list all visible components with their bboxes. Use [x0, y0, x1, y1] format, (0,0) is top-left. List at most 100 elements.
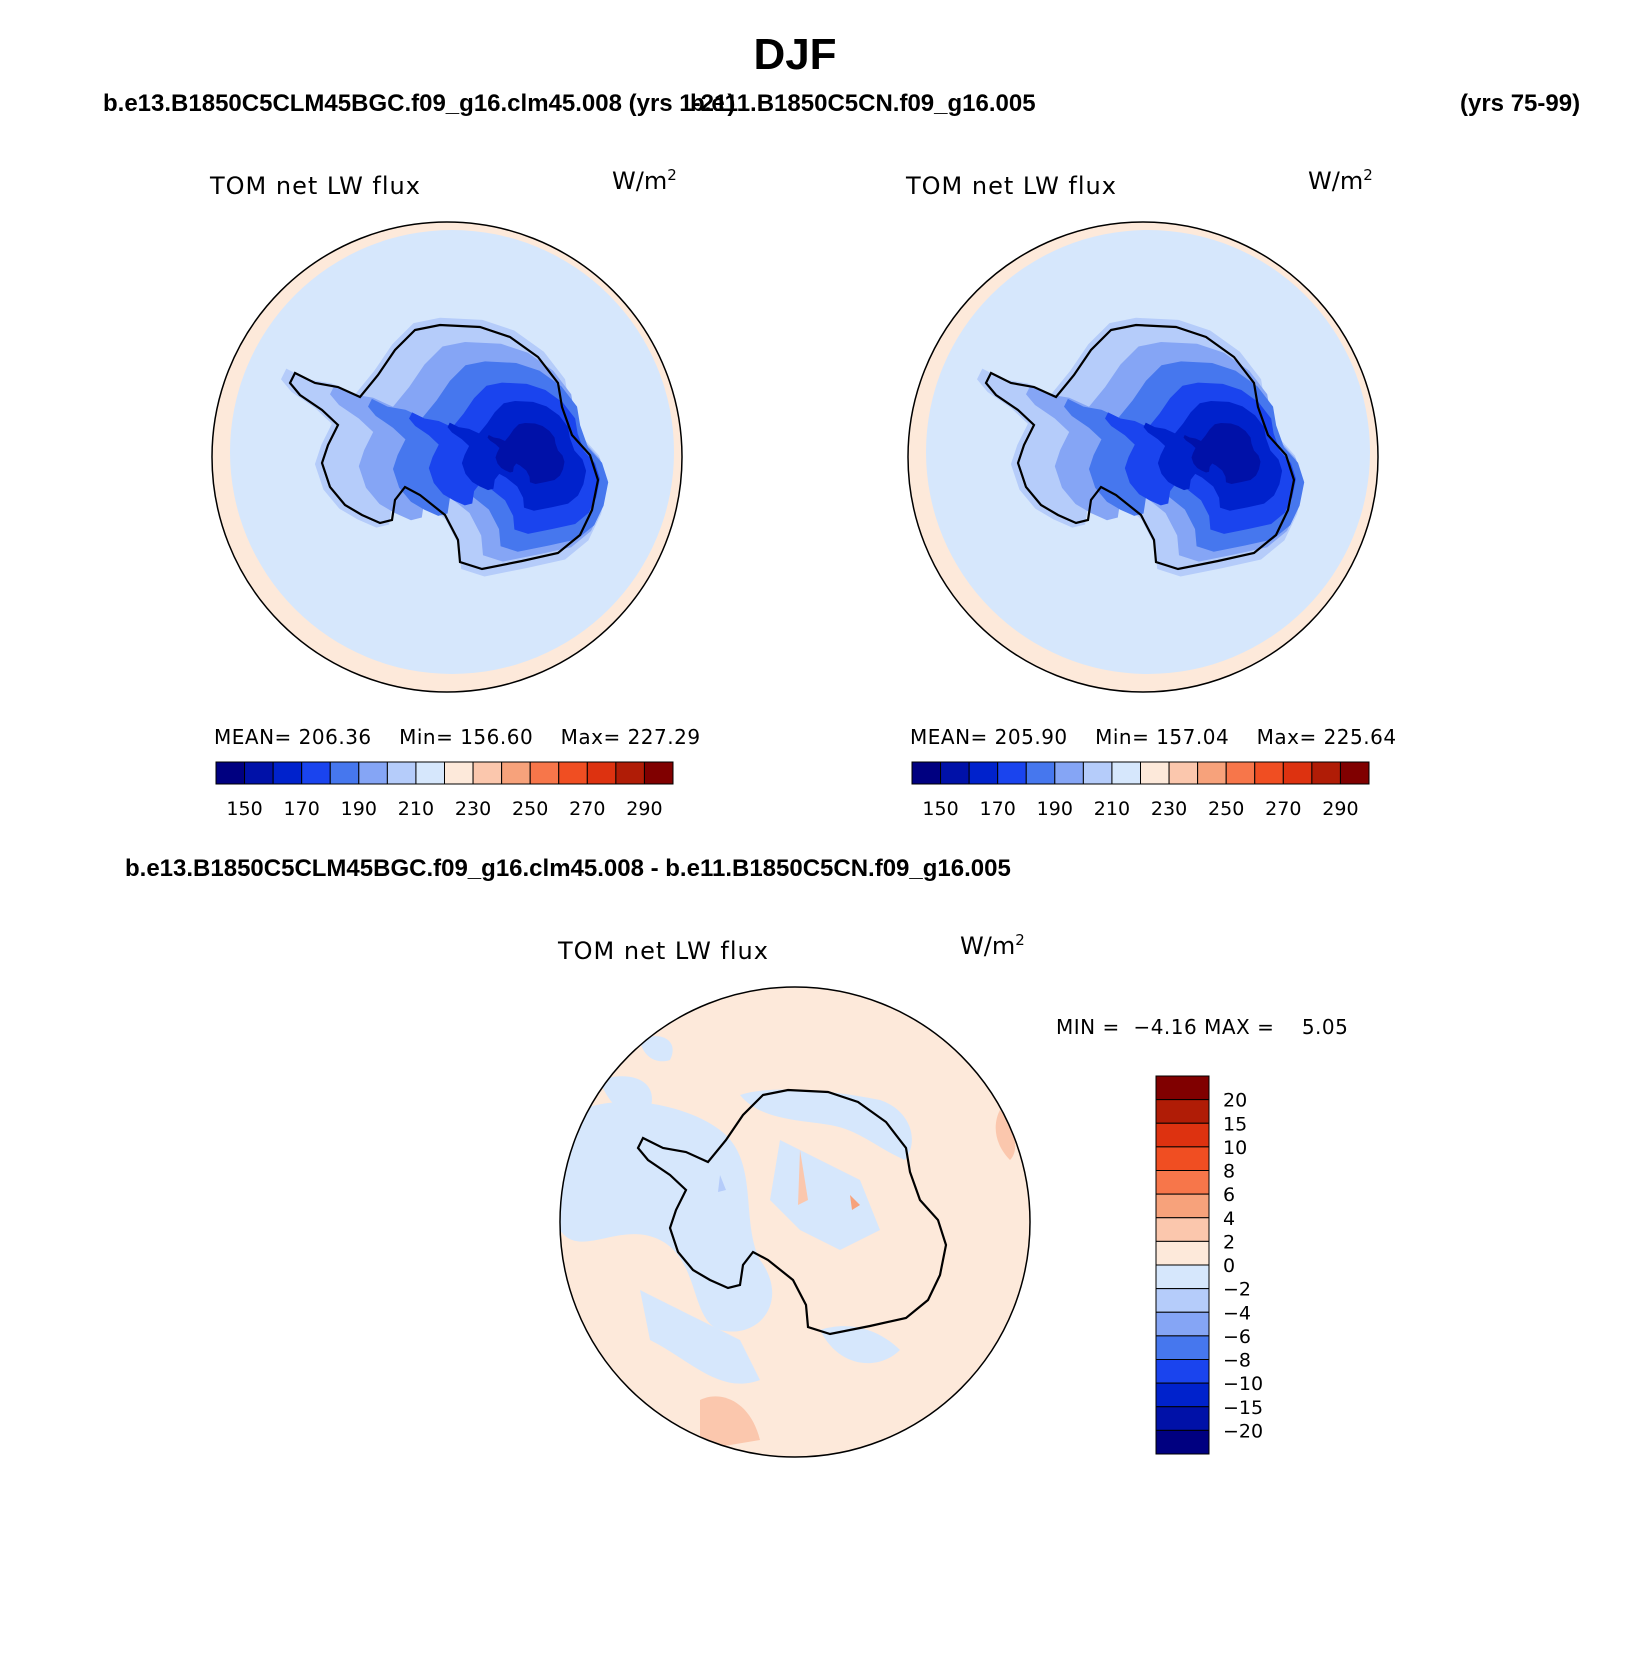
colorbar-tick-label: −8	[1223, 1350, 1251, 1372]
colorbar-tick-label: −15	[1223, 1397, 1263, 1419]
left-case-subtitle: b.e13.B1850C5CLM45BGC.f09_g16.clm45.008 …	[103, 90, 736, 117]
map-right	[907, 221, 1379, 693]
right-years-subtitle: (yrs 75-99)	[1460, 90, 1581, 117]
colorbar-swatch	[1155, 1217, 1210, 1242]
colorbar-tick-label: 230	[455, 798, 491, 820]
colorbar-swatch	[1155, 1193, 1210, 1219]
min-value: 157.04	[1156, 725, 1230, 749]
colorbar-tick-label: 2	[1223, 1231, 1235, 1253]
colorbar-right: 150 170 190 210 230 250 270 290	[911, 761, 1370, 820]
colorbar-swatch	[1155, 1406, 1210, 1431]
right-case-subtitle: b.e11.B1850C5CN.f09_g16.005	[690, 90, 1036, 117]
colorbar-swatch	[1155, 1382, 1210, 1408]
colorbar-swatch	[301, 761, 331, 785]
colorbar-swatch	[272, 761, 303, 785]
colorbar-swatch	[1282, 761, 1313, 785]
colorbar-tick-label: 8	[1223, 1161, 1235, 1183]
colorbar-tick-label: −20	[1223, 1420, 1263, 1442]
colorbar-swatch	[1155, 1335, 1210, 1360]
colorbar-tick-label: 6	[1223, 1184, 1235, 1206]
colorbar-tick-label: 210	[1094, 798, 1130, 820]
colorbar-swatch	[1155, 1122, 1210, 1148]
colorbar-left: 150 170 190 210 230 250 270 290	[215, 761, 674, 820]
colorbar-tick-label: 190	[341, 798, 377, 820]
colorbar-tick-label: 230	[1151, 798, 1187, 820]
colorbar-swatch	[215, 761, 246, 785]
colorbar-swatch	[1155, 1311, 1210, 1337]
colorbar-swatch	[386, 761, 417, 785]
colorbar-tick-label: 270	[1265, 798, 1301, 820]
colorbar-swatch	[1155, 1264, 1210, 1290]
colorbar-tick-label: −10	[1223, 1373, 1263, 1395]
colorbar-swatch	[1111, 761, 1141, 785]
colorbar-tick-label: 190	[1037, 798, 1073, 820]
colorbar-swatch	[444, 761, 474, 785]
colorbar-swatch	[1082, 761, 1113, 785]
colorbar-tick-label: −4	[1223, 1302, 1251, 1324]
colorbar-swatch	[1254, 761, 1284, 785]
colorbar-swatch	[558, 761, 588, 785]
panel-left-units: W/m2	[612, 166, 677, 195]
colorbar-tick-label: −6	[1223, 1326, 1251, 1348]
colorbar-swatch	[501, 761, 531, 785]
panel-left-stats: MEAN= 206.36 Min= 156.60 Max= 227.29	[214, 725, 701, 749]
colorbar-tick-label: 250	[1208, 798, 1244, 820]
colorbar-swatch	[1155, 1099, 1210, 1124]
panel-diff-variable: TOM net LW flux	[558, 937, 769, 965]
colorbar-swatch	[1197, 761, 1227, 785]
mean-value: 206.36	[298, 725, 372, 749]
colorbar-tick-label: 170	[284, 798, 320, 820]
map-left	[211, 221, 683, 693]
colorbar-swatch	[329, 761, 360, 785]
colorbar-swatch	[586, 761, 617, 785]
colorbar-swatch	[940, 761, 970, 785]
colorbar-swatch	[1155, 1146, 1210, 1171]
colorbar-swatch	[1311, 761, 1341, 785]
colorbar-tick-label: 150	[922, 798, 958, 820]
min-value: 156.60	[460, 725, 534, 749]
colorbar-swatch	[1155, 1170, 1210, 1195]
colorbar-tick-label: −2	[1223, 1279, 1251, 1301]
colorbar-swatch	[968, 761, 999, 785]
colorbar-tick-label: 290	[626, 798, 662, 820]
colorbar-swatch	[472, 761, 503, 785]
colorbar-swatch	[358, 761, 388, 785]
colorbar-swatch	[1155, 1288, 1210, 1313]
colorbar-swatch	[615, 761, 645, 785]
colorbar-tick-label: 15	[1223, 1113, 1247, 1135]
colorbar-swatch	[1054, 761, 1084, 785]
colorbar-tick-label: 270	[569, 798, 605, 820]
colorbar-swatch	[643, 761, 674, 785]
colorbar-tick-label: 290	[1322, 798, 1358, 820]
min-value: −4.16	[1133, 1015, 1198, 1039]
colorbar-swatch	[1155, 1075, 1210, 1101]
colorbar-swatch	[1155, 1429, 1210, 1455]
colorbar-swatch	[1168, 761, 1199, 785]
panel-diff-stats: MIN = −4.16 MAX = 5.05	[1056, 1015, 1349, 1039]
colorbar-swatch	[1155, 1240, 1210, 1266]
colorbar-tick-label: 10	[1223, 1137, 1247, 1159]
colorbar-tick-label: 250	[512, 798, 548, 820]
colorbar-tick-label: 210	[398, 798, 434, 820]
colorbar-tick-label: 0	[1223, 1255, 1235, 1277]
colorbar-swatch	[1339, 761, 1370, 785]
colorbar-swatch	[244, 761, 274, 785]
colorbar-swatch	[529, 761, 560, 785]
panel-left-variable: TOM net LW flux	[210, 172, 421, 200]
colorbar-swatch	[415, 761, 445, 785]
colorbar-tick-label: 4	[1223, 1208, 1235, 1230]
mean-value: 205.90	[994, 725, 1068, 749]
map-difference	[559, 986, 1031, 1458]
panel-right-stats: MEAN= 205.90 Min= 157.04 Max= 225.64	[910, 725, 1397, 749]
panel-diff-units: W/m2	[960, 931, 1025, 960]
colorbar-swatch	[1140, 761, 1170, 785]
max-value: 227.29	[627, 725, 701, 749]
difference-subtitle: b.e13.B1850C5CLM45BGC.f09_g16.clm45.008 …	[125, 855, 1011, 882]
colorbar-swatch	[997, 761, 1027, 785]
panel-right-variable: TOM net LW flux	[906, 172, 1117, 200]
panel-right-units: W/m2	[1308, 166, 1373, 195]
max-value: 225.64	[1323, 725, 1397, 749]
colorbar-tick-label: 170	[980, 798, 1016, 820]
